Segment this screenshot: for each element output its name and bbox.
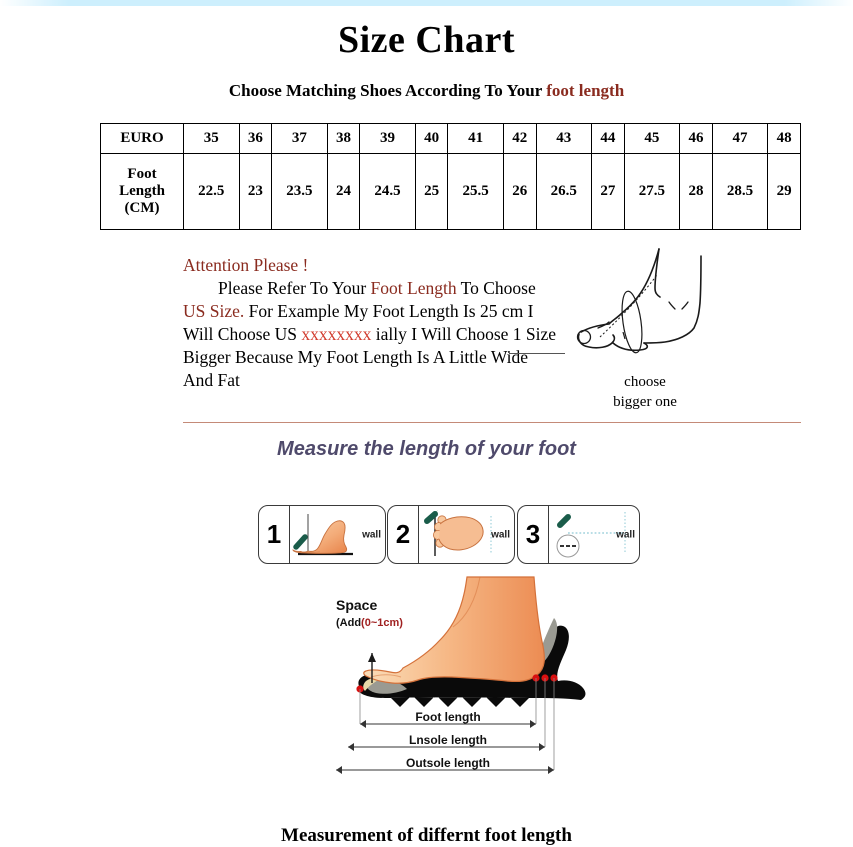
svg-text:Lnsole length: Lnsole length	[409, 733, 487, 747]
svg-text:Outsole length: Outsole length	[406, 756, 490, 770]
svg-text:Foot length: Foot length	[415, 710, 480, 724]
